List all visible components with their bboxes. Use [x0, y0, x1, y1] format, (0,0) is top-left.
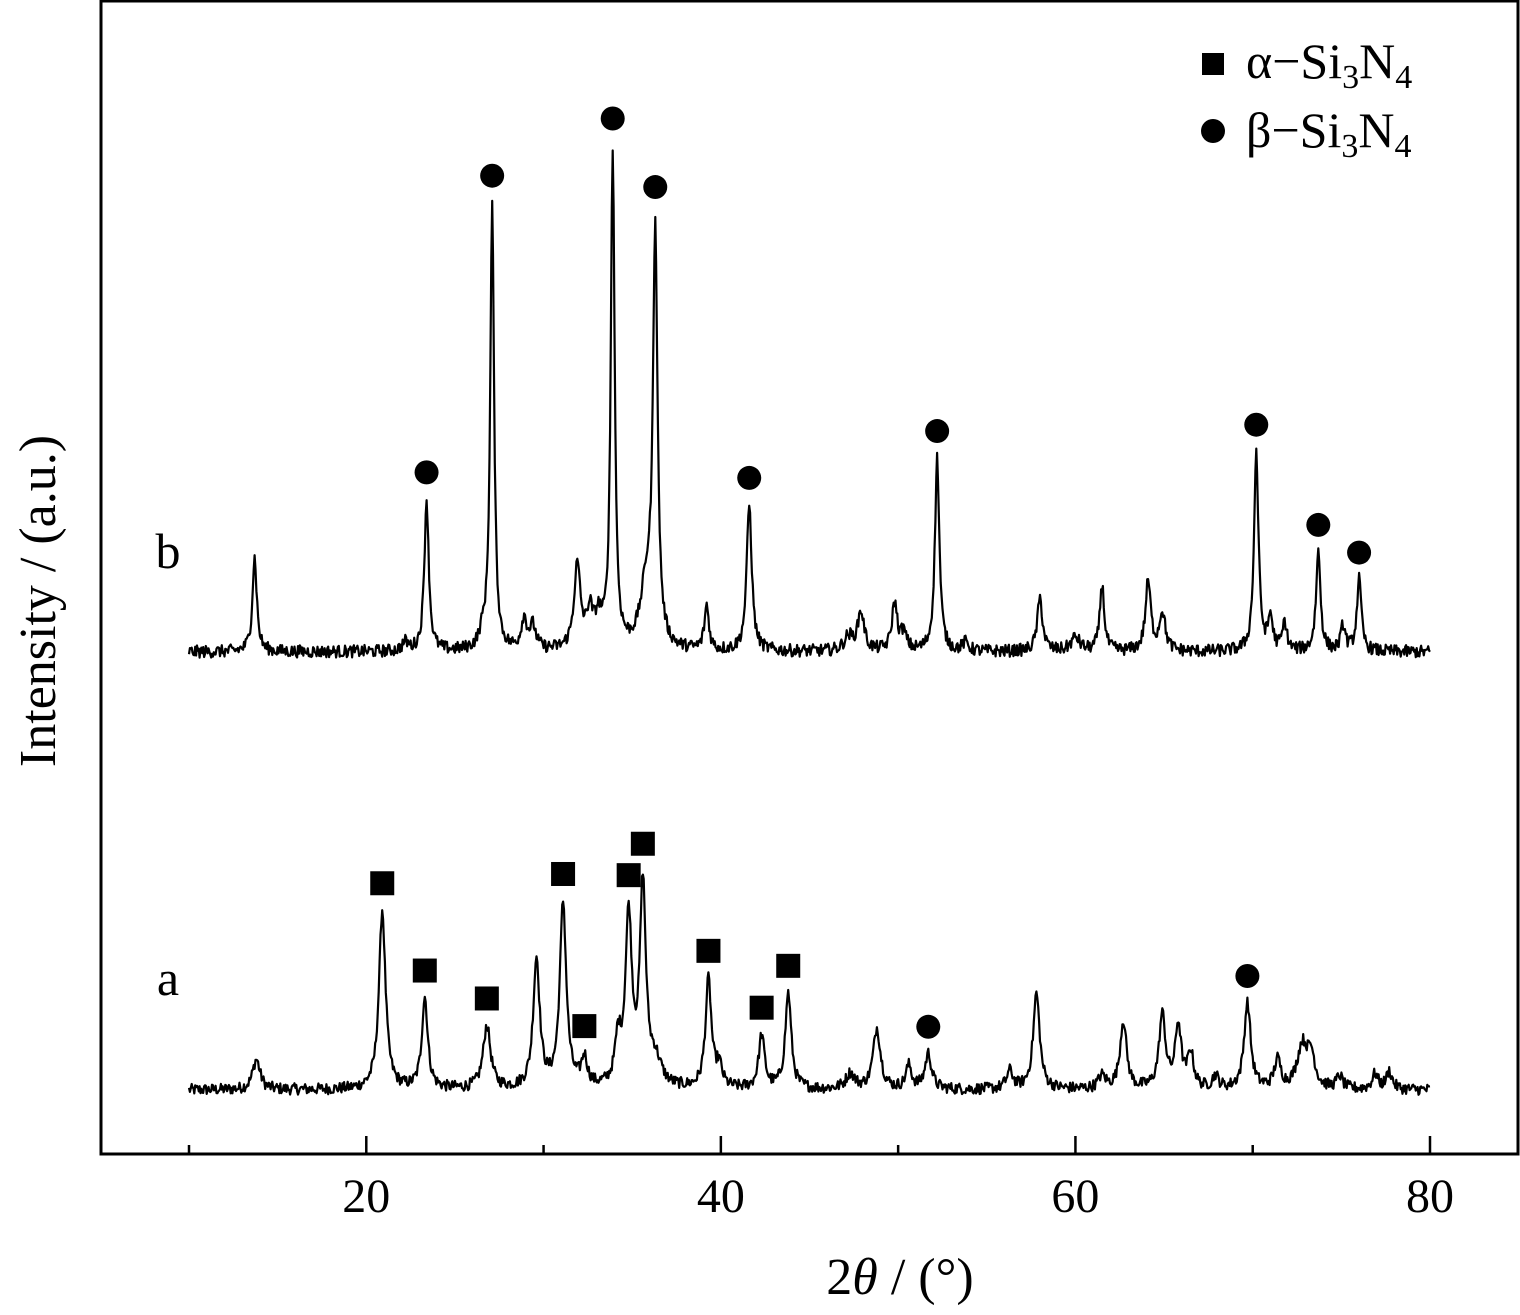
x-axis-tick-labels: 20 40 60 80 — [342, 1170, 1454, 1223]
beta-marker-b-20 — [1347, 540, 1372, 565]
curve-label-a: a — [157, 950, 179, 1006]
peak-markers — [370, 106, 1372, 1039]
plot-frame — [99, 0, 1520, 1156]
beta-marker-b-15 — [643, 175, 668, 200]
beta-marker-b-19 — [1306, 512, 1331, 537]
legend-entry-beta: β−Si3N4 — [1201, 102, 1411, 165]
legend: α−Si3N4 β−Si3N4 — [1201, 33, 1412, 165]
series-b-line — [187, 149, 1431, 659]
alpha-marker-a-0 — [370, 871, 395, 896]
x-tick-label-80: 80 — [1406, 1170, 1454, 1223]
alpha-marker-a-4 — [572, 1014, 597, 1039]
alpha-marker-a-9 — [776, 953, 801, 978]
alpha-marker-a-3 — [551, 861, 576, 886]
beta-marker-b-16 — [737, 465, 762, 490]
x-tick-label-60: 60 — [1051, 1170, 1099, 1223]
x-tick-label-40: 40 — [697, 1170, 745, 1223]
beta-marker-b-17 — [925, 419, 950, 444]
legend-label-alpha: α−Si3N4 — [1246, 33, 1412, 96]
x-tick-label-20: 20 — [342, 1170, 390, 1223]
beta-marker-a-10 — [916, 1014, 941, 1039]
beta-marker-b-14 — [600, 106, 625, 131]
series-a-line — [187, 873, 1431, 1096]
series-layer — [187, 149, 1431, 1096]
beta-marker-b-18 — [1244, 412, 1269, 437]
alpha-marker-a-6 — [630, 831, 655, 856]
legend-square-marker — [1202, 53, 1224, 75]
x-axis-title: 2θ / (°) — [826, 1249, 973, 1306]
beta-marker-b-12 — [414, 460, 439, 485]
curve-labels: ab — [156, 523, 181, 1006]
alpha-marker-a-5 — [616, 863, 641, 888]
alpha-marker-a-7 — [696, 938, 721, 963]
alpha-marker-a-8 — [749, 995, 774, 1020]
beta-marker-a-11 — [1235, 963, 1260, 988]
y-axis-title: Intensity / (a.u.) — [10, 435, 67, 767]
beta-marker-b-13 — [480, 163, 505, 188]
curve-label-b: b — [156, 523, 181, 579]
alpha-marker-a-2 — [474, 986, 499, 1011]
legend-circle-marker — [1201, 119, 1225, 143]
x-axis-ticks — [187, 1136, 1432, 1154]
legend-label-beta: β−Si3N4 — [1246, 102, 1411, 165]
legend-entry-alpha: α−Si3N4 — [1202, 33, 1412, 96]
alpha-marker-a-1 — [412, 958, 437, 983]
